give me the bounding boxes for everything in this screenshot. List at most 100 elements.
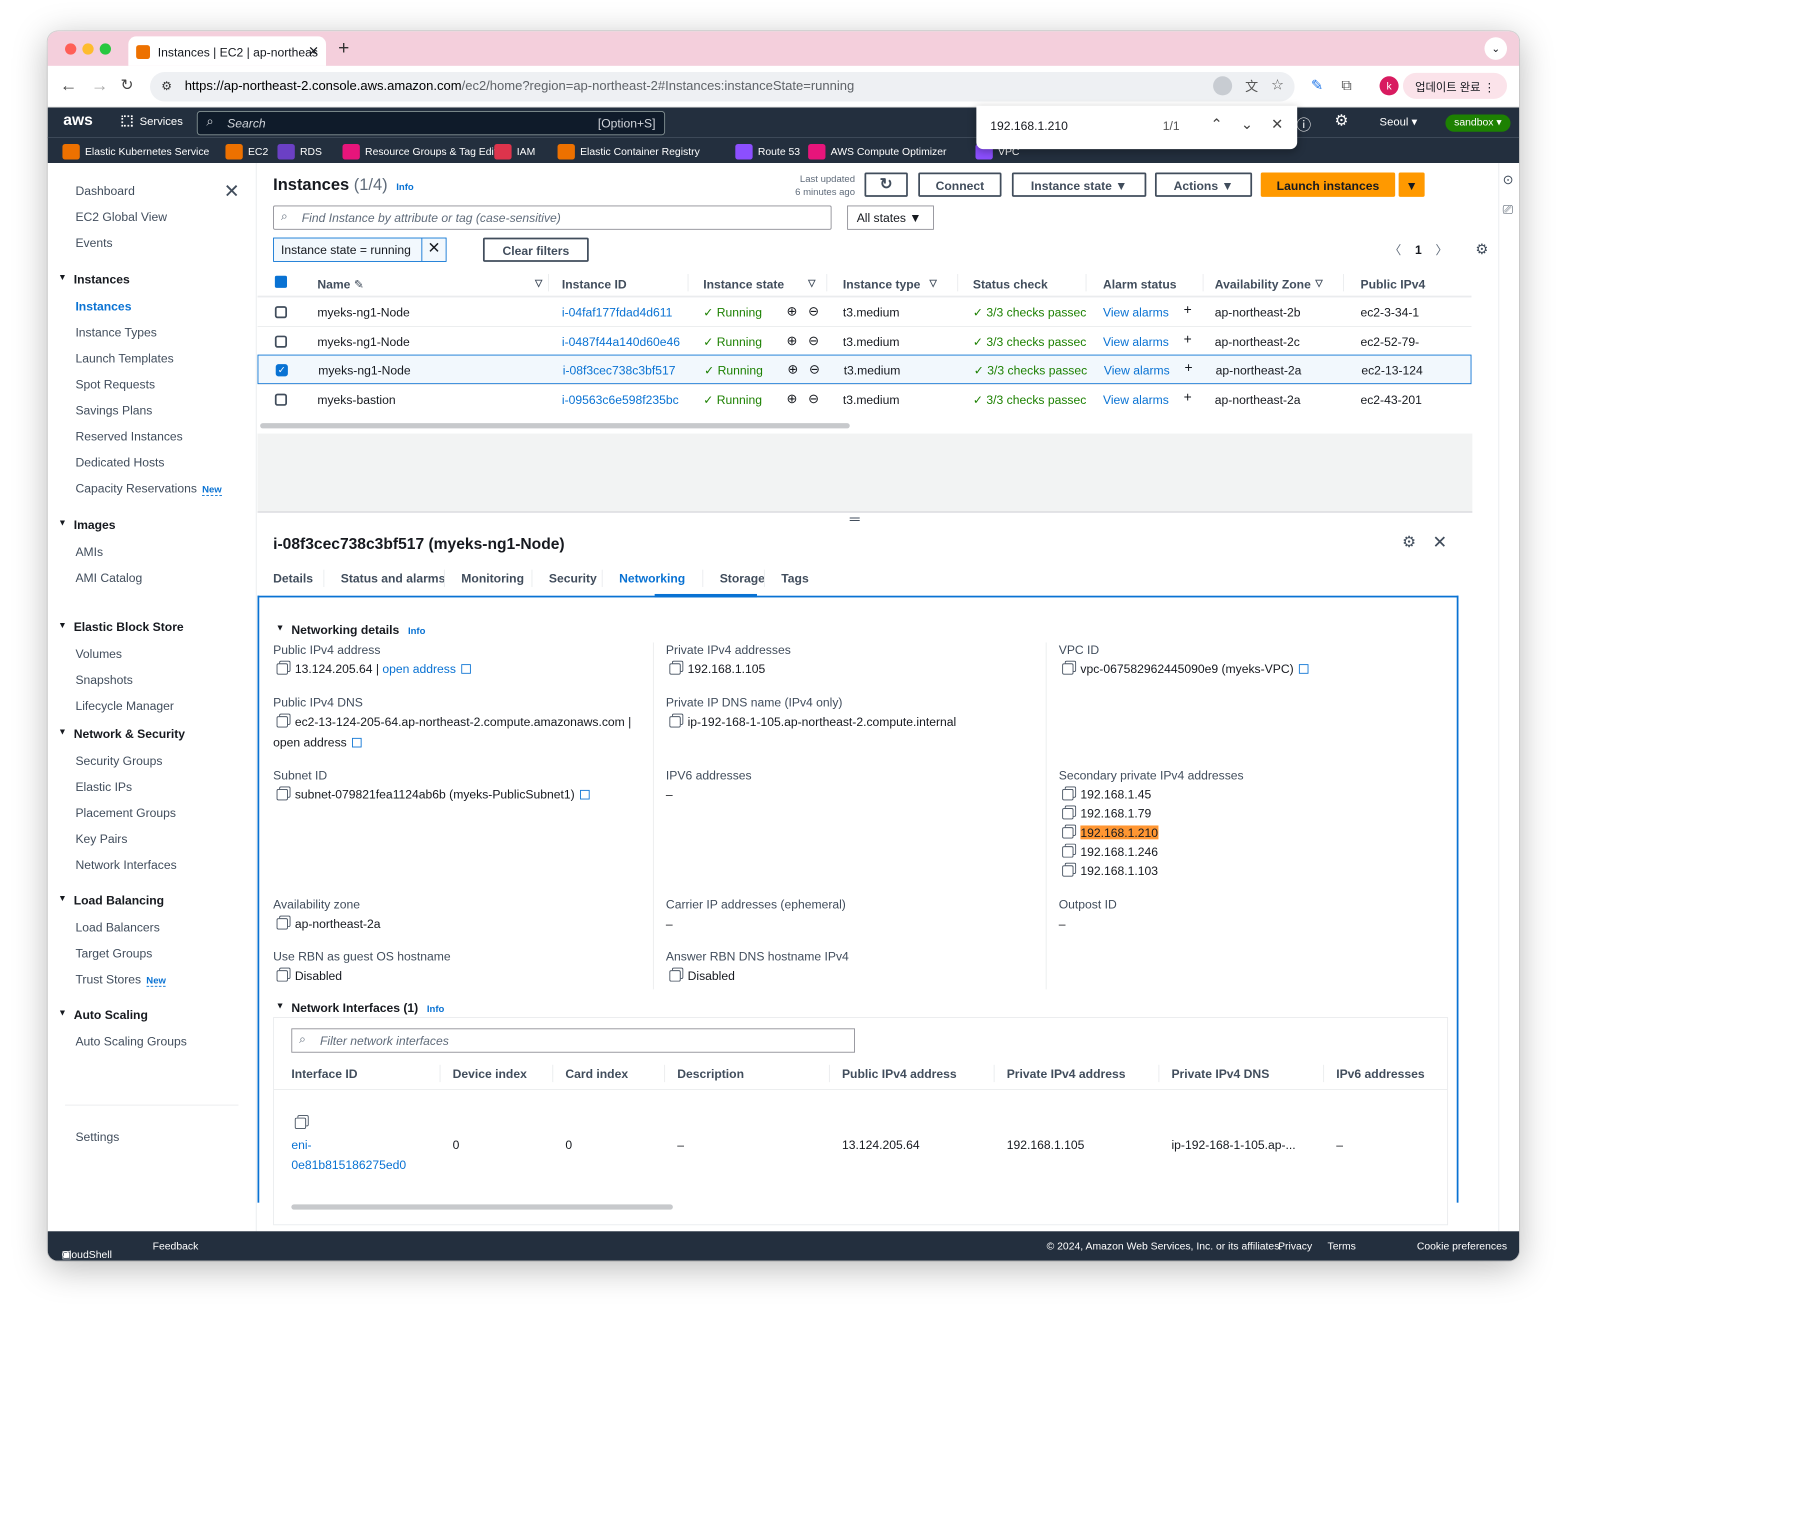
settings-gear-icon[interactable]: ⚙ bbox=[1334, 111, 1349, 130]
reload-icon[interactable]: ↻ bbox=[120, 76, 134, 94]
sidebar-item-instances[interactable]: Instances bbox=[75, 299, 131, 313]
connect-button[interactable]: Connect bbox=[918, 172, 1002, 197]
sidebar-item-ec2-global-view[interactable]: EC2 Global View bbox=[75, 209, 167, 224]
actions-button[interactable]: Actions ▼ bbox=[1154, 172, 1253, 197]
update-button[interactable]: 업데이트 완료 ⋮ bbox=[1402, 72, 1508, 99]
zoom-window-icon[interactable] bbox=[99, 43, 111, 55]
sidebar-item-network-interfaces[interactable]: Network Interfaces bbox=[75, 858, 176, 872]
url-input[interactable]: ⚙ https://ap-northeast-2.console.aws.ama… bbox=[150, 71, 1295, 102]
tab-storage[interactable]: Storage bbox=[719, 571, 765, 586]
add-alarm-icon[interactable]: + bbox=[1183, 302, 1192, 318]
sidebar-item-launch-templates[interactable]: Launch Templates bbox=[75, 351, 173, 365]
prev-page-icon[interactable]: 〈 bbox=[1389, 242, 1402, 257]
cookie-preferences-link[interactable]: Cookie preferences bbox=[1416, 1239, 1508, 1253]
sidebar-item-elastic-ips[interactable]: Elastic IPs bbox=[75, 780, 132, 794]
sidebar-section-instances[interactable]: Instances bbox=[58, 272, 130, 286]
remove-filter-icon[interactable]: ✕ bbox=[421, 238, 445, 261]
sidebar-section-elastic-block-store[interactable]: Elastic Block Store bbox=[58, 620, 184, 634]
help-icon[interactable]: ⓘ bbox=[1296, 117, 1312, 134]
new-tab-icon[interactable]: + bbox=[338, 36, 350, 59]
instance-id-link[interactable]: i-0487f44a140d60e46 bbox=[561, 334, 681, 349]
copy-icon[interactable] bbox=[276, 970, 288, 982]
zoom-out-icon[interactable]: ⊖ bbox=[809, 362, 820, 378]
sidebar-item-settings[interactable]: Settings bbox=[75, 1129, 120, 1144]
sidebar-item-capacity-reservations[interactable]: Capacity Reservations New bbox=[75, 481, 222, 496]
copy-icon[interactable] bbox=[1062, 808, 1074, 820]
open-address-link[interactable]: open address bbox=[382, 661, 456, 676]
network-interface-filter-input[interactable]: ⌕ Filter network interfaces bbox=[291, 1028, 855, 1053]
copy-icon[interactable] bbox=[276, 918, 288, 930]
sidebar-item-events[interactable]: Events bbox=[75, 235, 113, 250]
forward-icon[interactable]: → bbox=[91, 76, 109, 96]
favorite-resource-groups-tag-editor[interactable]: Resource Groups & Tag Editor bbox=[342, 143, 506, 160]
table-row[interactable]: myeks-ng1-Node i-0487f44a140d60e46 ✓ Runni… bbox=[257, 325, 1472, 355]
tab-status-and-alarms[interactable]: Status and alarms bbox=[340, 571, 446, 586]
sidebar-item-amis[interactable]: AMIs bbox=[75, 545, 103, 559]
sidebar-section-auto-scaling[interactable]: Auto Scaling bbox=[58, 1008, 148, 1022]
sidebar-item-instance-types[interactable]: Instance Types bbox=[75, 325, 156, 339]
resize-handle-icon[interactable]: ═ bbox=[849, 512, 860, 528]
sidebar-item-snapshots[interactable]: Snapshots bbox=[75, 673, 132, 687]
sidebar-item-placement-groups[interactable]: Placement Groups bbox=[75, 806, 176, 820]
add-alarm-icon[interactable]: + bbox=[1184, 360, 1193, 376]
info-link[interactable]: Info bbox=[426, 1004, 445, 1015]
sidebar-section-load-balancing[interactable]: Load Balancing bbox=[58, 893, 164, 907]
close-tab-icon[interactable]: ✕ bbox=[308, 44, 320, 59]
favorite-rds[interactable]: RDS bbox=[277, 143, 322, 160]
tab-monitoring[interactable]: Monitoring bbox=[461, 571, 524, 586]
info-link[interactable]: Info bbox=[407, 626, 426, 637]
subnet-id-link[interactable]: subnet-079821fea1124ab6b (myeks-PublicSu… bbox=[276, 787, 590, 801]
copy-icon[interactable] bbox=[1062, 865, 1074, 877]
sidebar-item-trust-stores[interactable]: Trust Stores New bbox=[75, 972, 166, 987]
aws-search-input[interactable]: ⌕ Search [Option+S] bbox=[196, 110, 666, 136]
extensions-icon[interactable]: ⧉ bbox=[1341, 77, 1352, 94]
ni-column-ipv6-addresses[interactable]: IPv6 addresses bbox=[1336, 1066, 1425, 1081]
interface-id-link[interactable]: eni- bbox=[291, 1137, 312, 1152]
ni-column-device-index[interactable]: Device index bbox=[452, 1066, 527, 1081]
column-header-alarm-status[interactable]: Alarm status bbox=[1103, 277, 1177, 291]
tab-details[interactable]: Details bbox=[273, 571, 313, 586]
clear-filters-button[interactable]: Clear filters bbox=[482, 237, 589, 262]
ni-column-interface-id[interactable]: Interface ID bbox=[291, 1066, 358, 1081]
copy-icon[interactable] bbox=[669, 716, 681, 728]
tab-search-icon[interactable]: ⌄ bbox=[1484, 37, 1508, 60]
row-checkbox[interactable] bbox=[274, 306, 288, 319]
sidebar-item-dashboard[interactable]: Dashboard bbox=[75, 183, 135, 198]
sidebar-section-images[interactable]: Images bbox=[58, 518, 116, 532]
translate-icon[interactable]: 文 bbox=[1245, 79, 1259, 95]
page-action-icon[interactable] bbox=[1213, 76, 1233, 96]
site-settings-icon[interactable]: ⚙ bbox=[161, 78, 173, 93]
states-select[interactable]: All states ▼ bbox=[847, 205, 934, 230]
instance-id-link[interactable]: i-04faf177fdad4d611 bbox=[561, 305, 673, 320]
feedback-panel-icon[interactable]: ⎚ bbox=[1502, 202, 1514, 218]
networking-details-heading[interactable]: Networking details Info bbox=[276, 623, 426, 637]
favorite-ec2[interactable]: EC2 bbox=[225, 143, 268, 160]
notifications-icon[interactable]: ⊙ bbox=[1502, 172, 1514, 188]
view-alarms-link[interactable]: View alarms bbox=[1103, 363, 1170, 378]
copy-icon[interactable] bbox=[669, 970, 681, 982]
launch-instances-button[interactable]: Launch instances bbox=[1260, 172, 1396, 197]
view-alarms-link[interactable]: View alarms bbox=[1102, 305, 1169, 320]
tab-networking[interactable]: Networking bbox=[619, 571, 686, 586]
sidebar-item-ami-catalog[interactable]: AMI Catalog bbox=[75, 571, 142, 585]
sidebar-item-lifecycle-manager[interactable]: Lifecycle Manager bbox=[75, 699, 174, 713]
sidebar-item-auto-scaling-groups[interactable]: Auto Scaling Groups bbox=[75, 1034, 186, 1048]
detail-close-icon[interactable]: ✕ bbox=[1432, 533, 1447, 553]
view-alarms-link[interactable]: View alarms bbox=[1102, 334, 1169, 349]
table-horizontal-scrollbar[interactable] bbox=[260, 423, 850, 429]
row-checkbox[interactable] bbox=[274, 335, 288, 348]
close-sidebar-icon[interactable]: ✕ bbox=[223, 180, 240, 203]
select-all-checkbox[interactable] bbox=[274, 275, 288, 288]
ni-column-private-ipv4-dns[interactable]: Private IPv4 DNS bbox=[1171, 1066, 1270, 1081]
column-header-status-check[interactable]: Status check bbox=[973, 277, 1048, 291]
browser-tab[interactable]: Instances | EC2 | ap-northeas ✕ bbox=[128, 36, 327, 66]
copy-icon[interactable] bbox=[669, 663, 681, 675]
open-address-link[interactable]: open address bbox=[273, 735, 362, 749]
account-badge[interactable]: sandbox ▾ bbox=[1445, 114, 1511, 132]
copy-icon[interactable] bbox=[294, 1117, 307, 1129]
zoom-in-icon[interactable]: ⊕ bbox=[786, 333, 798, 349]
ni-column-card-index[interactable]: Card index bbox=[565, 1066, 629, 1081]
find-query-input[interactable]: 192.168.1.210 bbox=[990, 118, 1068, 133]
column-header-public-ipv4[interactable]: Public IPv4 bbox=[1360, 277, 1425, 291]
back-icon[interactable]: ← bbox=[59, 76, 78, 96]
